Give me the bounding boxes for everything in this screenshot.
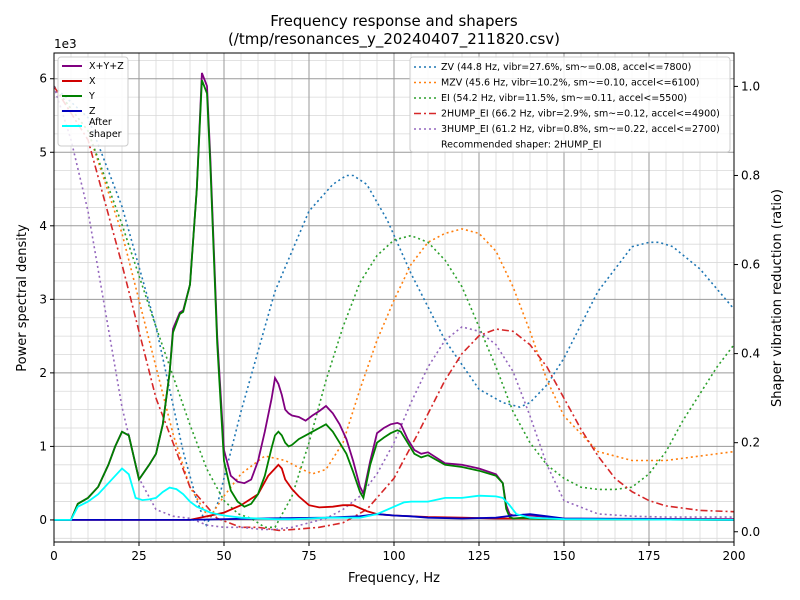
legend-psd-label: Z: [89, 106, 96, 117]
psd-curves: [54, 72, 734, 521]
y-left-multiplier: 1e3: [54, 37, 77, 51]
x-tick-label: 50: [216, 549, 231, 563]
y-left-tick-label: 2: [39, 366, 47, 380]
legend-shaper-label: 2HUMP_EI (66.2 Hz, vibr=2.9%, sm~=0.12, …: [441, 109, 720, 120]
x-tick-label: 175: [638, 549, 661, 563]
legend-psd-label: X+Y+Z: [89, 61, 124, 72]
shaper-curves: [54, 85, 734, 532]
y-axis-label-right: Shaper vibration reduction (ratio): [770, 189, 785, 407]
x-axis-label: Frequency, Hz: [348, 571, 440, 586]
psd-line-3: [54, 513, 734, 521]
legend-psd-label: shaper: [89, 129, 122, 140]
y-left-tick-label: 3: [39, 292, 47, 306]
y-right-tick-label: 0.2: [741, 436, 760, 450]
y-right-tick-label: 0.6: [741, 258, 760, 272]
y-left-tick-label: 1: [39, 439, 47, 453]
shaper-line-3: [54, 85, 734, 532]
legend-recommended-shaper: Recommended shaper: 2HUMP_EI: [441, 140, 602, 151]
shaper-line-4: [54, 86, 734, 531]
y-right-tick-label: 1.0: [741, 79, 760, 93]
legend-psd-box: [57, 56, 129, 147]
x-tick-label: 0: [50, 549, 58, 563]
y-right-tick-label: 0.4: [741, 347, 760, 361]
y-right-tick-label: 0.8: [741, 168, 760, 182]
x-tick-label: 125: [468, 549, 491, 563]
psd-line-2: [54, 79, 734, 521]
psd-line-4: [54, 467, 734, 521]
axis-ticks: 0 25 50 75 100 125 150 175 200 0 1 2 3 4 5 6 0.0 0.2 0.4 0.…: [39, 72, 760, 563]
legend-shapers-box: [409, 56, 731, 153]
x-tick-label: 25: [131, 549, 146, 563]
legend-shaper-label: EI (54.2 Hz, vibr=11.5%, sm~=0.11, accel…: [441, 93, 687, 104]
x-tick-label: 150: [553, 549, 576, 563]
y-left-tick-label: 5: [39, 145, 47, 159]
legend-psd-label: X: [89, 76, 96, 87]
y-left-tick-label: 0: [39, 513, 47, 527]
legend-shaper-label: MZV (45.6 Hz, vibr=10.2%, sm~=0.10, acce…: [441, 78, 700, 89]
legend-shaper-label: 3HUMP_EI (61.2 Hz, vibr=0.8%, sm~=0.22, …: [441, 124, 720, 135]
shaper-line-2: [54, 85, 734, 529]
legend-psd-label: After: [89, 117, 112, 128]
chart-title-line2: (/tmp/resonances_y_20240407_211820.csv): [228, 30, 560, 49]
chart-title-line1: Frequency response and shapers: [270, 12, 518, 30]
x-tick-label: 100: [383, 549, 406, 563]
y-left-tick-label: 6: [39, 72, 47, 86]
legend-psd-label: Y: [88, 91, 95, 102]
y-left-tick-label: 4: [39, 219, 47, 233]
shaper-line-0: [54, 85, 734, 528]
legend-shaper-label: ZV (44.8 Hz, vibr=27.6%, sm~=0.08, accel…: [441, 62, 691, 73]
legend-shapers: ZV (44.8 Hz, vibr=27.6%, sm~=0.08, accel…: [409, 56, 731, 153]
x-tick-label: 75: [301, 549, 316, 563]
y-right-tick-label: 0.0: [741, 525, 760, 539]
x-tick-label: 200: [723, 549, 746, 563]
y-axis-label-left: Power spectral density: [15, 224, 30, 372]
